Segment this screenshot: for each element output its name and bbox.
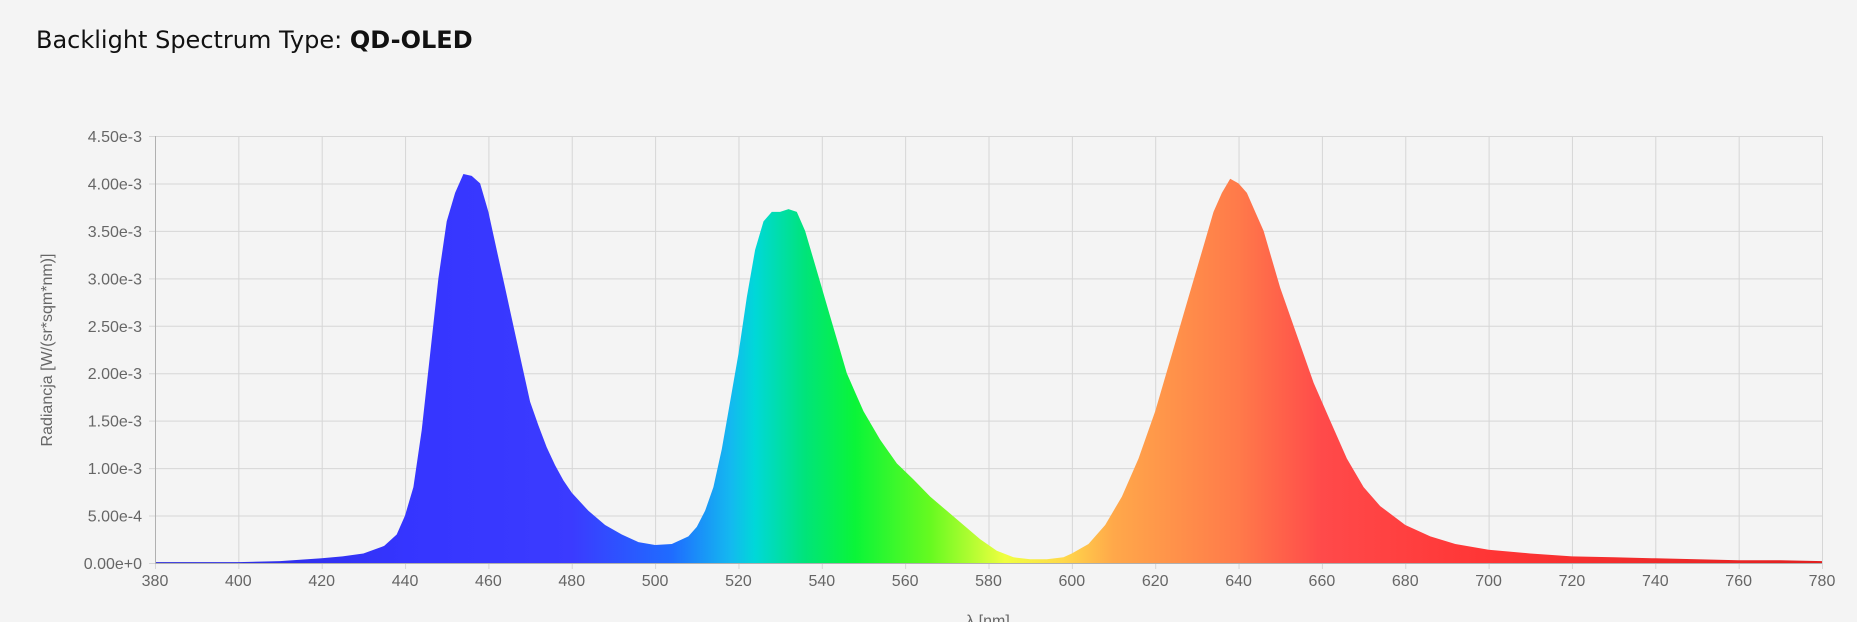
y-tick-label: 4.50e-3: [88, 129, 142, 146]
y-tick-label: 3.00e-3: [88, 271, 142, 288]
y-tick-label: 1.00e-3: [88, 461, 142, 478]
x-tick-label: 480: [558, 573, 585, 590]
x-tick-label: 460: [475, 573, 502, 590]
x-tick-label: 500: [642, 573, 669, 590]
y-tick-label: 0.00e+0: [84, 556, 142, 573]
x-tick-label: 540: [808, 573, 835, 590]
x-tick-label: 760: [1725, 573, 1752, 590]
y-tick-label: 1.50e-3: [88, 414, 142, 431]
x-tick-label: 420: [308, 573, 335, 590]
x-tick-label: 600: [1058, 573, 1085, 590]
x-tick-label: 640: [1225, 573, 1252, 590]
y-tick-label: 4.00e-3: [88, 176, 142, 193]
spectrum-type-label: Backlight Spectrum Type:: [36, 26, 343, 54]
x-tick-label: 680: [1392, 573, 1419, 590]
x-tick-label: 520: [725, 573, 752, 590]
spectrum-type-heading: Backlight Spectrum Type: QD-OLED: [36, 26, 473, 54]
x-tick-label: 440: [392, 573, 419, 590]
y-tick-label: 3.50e-3: [88, 224, 142, 241]
x-tick-label: 380: [142, 573, 169, 590]
y-axis-title: Radiancja [W/(sr*sqm*nm)]: [39, 254, 56, 447]
y-tick-label: 5.00e-4: [88, 509, 142, 526]
x-tick-label: 780: [1809, 573, 1836, 590]
x-tick-label: 560: [892, 573, 919, 590]
x-tick-label: 740: [1642, 573, 1669, 590]
y-tick-labels: 0.00e+0 5.00e-4 1.00e-3 1.50e-3 2.00e-3 2.50e…: [84, 129, 142, 573]
x-tick-labels: 380 400 420 440 460 480 500 520 540 560 580 600 620 6…: [142, 573, 1836, 590]
spectrum-area: [155, 174, 1822, 563]
x-tick-label: 720: [1559, 573, 1586, 590]
x-tick-label: 400: [225, 573, 252, 590]
x-tick-label: 620: [1142, 573, 1169, 590]
x-axis-title: λ [nm]: [966, 613, 1010, 622]
spectrum-type-value: QD-OLED: [349, 26, 473, 54]
axes: [155, 136, 1822, 564]
y-tick-label: 2.50e-3: [88, 319, 142, 336]
x-tick-label: 660: [1309, 573, 1336, 590]
grid-lines: [149, 136, 1823, 569]
y-tick-label: 2.00e-3: [88, 366, 142, 383]
x-tick-label: 580: [975, 573, 1002, 590]
x-tick-label: 700: [1475, 573, 1502, 590]
